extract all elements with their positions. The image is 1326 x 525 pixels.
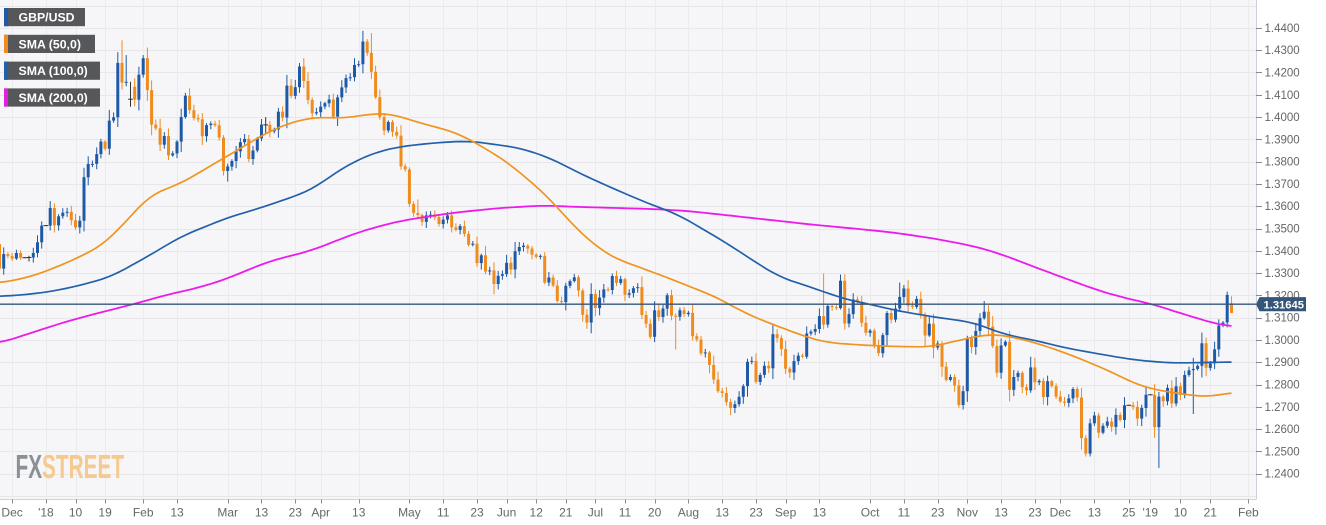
svg-text:21: 21 [559, 506, 573, 520]
svg-text:1.2400: 1.2400 [1265, 469, 1300, 481]
svg-text:1.4400: 1.4400 [1265, 23, 1300, 35]
svg-text:GBP/USD: GBP/USD [19, 11, 75, 25]
svg-text:Dec: Dec [1, 506, 22, 520]
svg-text:10: 10 [69, 506, 83, 520]
svg-text:Feb: Feb [133, 506, 154, 520]
svg-text:11: 11 [619, 506, 632, 520]
svg-text:1.31645: 1.31645 [1264, 299, 1304, 311]
svg-text:1.4300: 1.4300 [1265, 45, 1300, 57]
svg-text:13: 13 [255, 506, 269, 520]
svg-text:Oct: Oct [861, 506, 880, 520]
svg-text:1.3900: 1.3900 [1265, 134, 1300, 146]
svg-text:1.3800: 1.3800 [1265, 157, 1300, 169]
svg-text:11: 11 [898, 506, 911, 520]
svg-text:Jul: Jul [588, 506, 603, 520]
svg-text:1.3700: 1.3700 [1265, 179, 1300, 191]
svg-text:12: 12 [530, 506, 544, 520]
svg-text:10: 10 [1174, 506, 1188, 520]
svg-text:1.3300: 1.3300 [1265, 268, 1300, 280]
svg-text:1.4100: 1.4100 [1265, 90, 1300, 102]
svg-text:13: 13 [170, 506, 184, 520]
svg-text:1.3000: 1.3000 [1265, 335, 1300, 347]
svg-text:1.2700: 1.2700 [1265, 402, 1300, 414]
svg-text:13: 13 [1088, 506, 1102, 520]
svg-text:Nov: Nov [957, 506, 978, 520]
svg-text:FXSTREET: FXSTREET [16, 448, 125, 485]
svg-text:SMA (100,0): SMA (100,0) [19, 64, 88, 78]
svg-text:Mar: Mar [217, 506, 238, 520]
svg-text:23: 23 [1028, 506, 1042, 520]
svg-text:11: 11 [437, 506, 450, 520]
svg-text:Aug: Aug [678, 506, 699, 520]
svg-text:Apr: Apr [311, 506, 330, 520]
svg-text:1.4000: 1.4000 [1265, 112, 1300, 124]
svg-text:25: 25 [1122, 506, 1136, 520]
svg-text:13: 13 [716, 506, 730, 520]
svg-text:13: 13 [994, 506, 1008, 520]
svg-text:SMA (200,0): SMA (200,0) [19, 91, 88, 105]
svg-text:Feb: Feb [1238, 506, 1259, 520]
svg-text:Jun: Jun [497, 506, 516, 520]
svg-text:20: 20 [648, 506, 662, 520]
svg-text:1.4200: 1.4200 [1265, 68, 1300, 80]
svg-text:23: 23 [749, 506, 763, 520]
svg-text:23: 23 [931, 506, 945, 520]
svg-text:May: May [398, 506, 421, 520]
svg-text:SMA (50,0): SMA (50,0) [19, 37, 81, 51]
svg-text:23: 23 [289, 506, 303, 520]
svg-text:1.3400: 1.3400 [1265, 246, 1300, 258]
svg-text:1.3500: 1.3500 [1265, 224, 1300, 236]
svg-text:23: 23 [470, 506, 484, 520]
svg-text:13: 13 [352, 506, 366, 520]
svg-text:1.2900: 1.2900 [1265, 357, 1300, 369]
svg-text:1.2500: 1.2500 [1265, 446, 1300, 458]
svg-text:1.3600: 1.3600 [1265, 201, 1300, 213]
svg-text:Sep: Sep [775, 506, 797, 520]
svg-text:'18: '18 [38, 506, 54, 520]
svg-text:1.2600: 1.2600 [1265, 424, 1300, 436]
svg-text:'19: '19 [1142, 506, 1158, 520]
svg-text:1.2800: 1.2800 [1265, 380, 1300, 392]
svg-text:19: 19 [98, 506, 112, 520]
svg-text:Dec: Dec [1050, 506, 1071, 520]
svg-text:13: 13 [813, 506, 827, 520]
svg-text:21: 21 [1204, 506, 1218, 520]
svg-text:1.3100: 1.3100 [1265, 313, 1300, 325]
